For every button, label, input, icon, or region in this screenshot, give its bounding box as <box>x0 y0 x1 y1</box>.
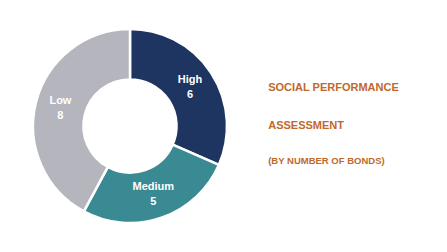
title: SOCIAL PERFORMANCE <box>268 81 399 93</box>
data-label: 8 <box>57 109 63 121</box>
data-label: 6 <box>187 88 193 100</box>
slice <box>33 29 130 211</box>
chart: High 6 Medium 5 Low 8 SOCIAL PERFORMANCE ASSESS… <box>0 0 447 252</box>
subtitle: (BY NUMBER OF BONDS) <box>268 155 384 166</box>
data-labels: High 6 Medium 5 Low 8 <box>49 73 202 207</box>
slice-label: Low <box>49 94 71 106</box>
slice-label: Medium <box>133 180 175 192</box>
slice <box>84 145 219 223</box>
title-block: SOCIAL PERFORMANCE ASSESSMENT (BY NUMBER O… <box>268 81 399 166</box>
donut <box>33 29 227 223</box>
title: ASSESSMENT <box>268 119 344 131</box>
slice-label: High <box>178 73 203 85</box>
data-label: 5 <box>150 195 156 207</box>
slice <box>130 29 227 165</box>
